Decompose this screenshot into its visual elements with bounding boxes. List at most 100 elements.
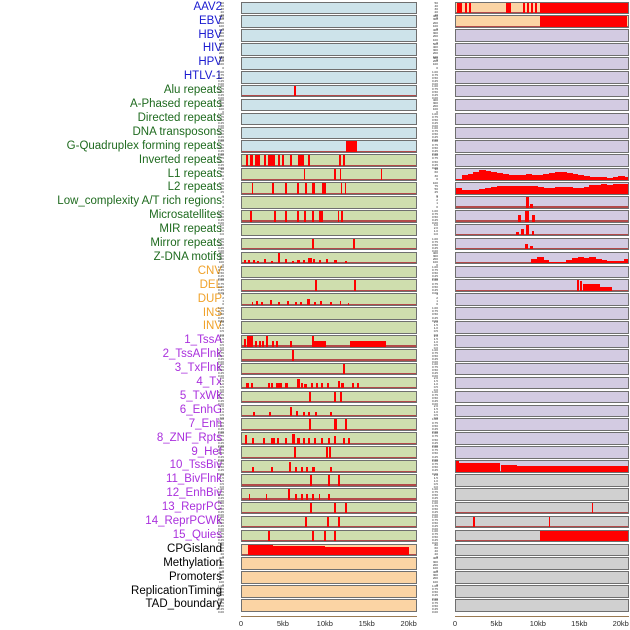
y-axis-ticks: 400 300 200 100 0 bbox=[422, 29, 438, 45]
y-tick-label: 0.00 bbox=[217, 610, 224, 615]
y-tick-label: 1.00 bbox=[217, 125, 224, 130]
y-tick-label: 0.25 bbox=[217, 246, 224, 251]
y-axis-ticks: 400 300 200 100 0 bbox=[422, 571, 438, 587]
y-tick-label: 1.5 bbox=[433, 378, 438, 383]
y-tick-label: 1.0 bbox=[433, 326, 438, 331]
y-tick-label: 400 bbox=[218, 250, 224, 255]
profile-bin bbox=[606, 184, 614, 194]
track-panel bbox=[455, 223, 629, 237]
y-tick-label: 0.50 bbox=[217, 395, 224, 400]
signal-bar bbox=[309, 502, 312, 514]
y-tick-label: 0.25 bbox=[217, 162, 224, 167]
y-axis-ticks: 400 300 200 100 0 bbox=[208, 571, 224, 587]
y-axis-ticks: 50 40 30 20 10 0 bbox=[208, 1, 224, 20]
track-panel bbox=[241, 29, 417, 42]
track-panel bbox=[455, 543, 629, 557]
y-tick-label: 1.00 bbox=[431, 361, 438, 366]
y-tick-label: 20 bbox=[434, 9, 438, 14]
signal-bar bbox=[339, 391, 342, 403]
signal-bar bbox=[271, 183, 274, 194]
y-tick-label: 0.00 bbox=[431, 165, 438, 170]
x-tick-label: 15kb bbox=[571, 619, 588, 628]
y-tick-label: 0.50 bbox=[217, 520, 224, 525]
signal-bar bbox=[333, 435, 336, 444]
signal-bar bbox=[330, 302, 332, 305]
y-tick-label: 0.75 bbox=[217, 434, 224, 439]
y-tick-label: 0.25 bbox=[217, 468, 224, 473]
y-tick-label: 0 bbox=[222, 263, 224, 268]
track-panel bbox=[455, 84, 629, 98]
track-panel bbox=[455, 362, 629, 376]
track-panel bbox=[241, 15, 417, 28]
track-label-15-quies: 15_Quies bbox=[172, 528, 222, 541]
y-tick-label: 1 bbox=[222, 201, 224, 206]
baseline bbox=[242, 373, 416, 375]
y-tick-label: 1.0 bbox=[433, 381, 438, 386]
y-tick-label: 0.50 bbox=[217, 90, 224, 95]
track-panel bbox=[241, 237, 417, 251]
y-tick-label: 300 bbox=[218, 31, 224, 36]
signal-bar bbox=[328, 438, 331, 444]
y-tick-label: 0.25 bbox=[431, 287, 438, 292]
y-tick-label: 0.50 bbox=[217, 354, 224, 359]
y-tick-label: 0.5 bbox=[433, 385, 438, 390]
y-tick-label: 0.5 bbox=[219, 412, 224, 417]
y-tick-label: 0.25 bbox=[217, 440, 224, 445]
y-tick-label: 0.50 bbox=[217, 368, 224, 373]
signal-bar bbox=[308, 438, 311, 444]
profile-bin bbox=[595, 258, 602, 264]
y-tick-label: 0.75 bbox=[217, 239, 224, 244]
y-tick-label: 0.00 bbox=[217, 402, 224, 406]
y-axis-ticks: 1.00 0.75 0.50 0.25 0.00 bbox=[422, 361, 438, 378]
y-tick-label: 0.75 bbox=[217, 128, 224, 133]
y-tick-label: 0 bbox=[222, 15, 224, 20]
y-tick-label: 0.25 bbox=[431, 426, 438, 431]
signal-bar bbox=[252, 411, 255, 417]
profile-bin bbox=[624, 176, 628, 180]
profile-bin bbox=[525, 186, 532, 194]
signal-bar bbox=[305, 183, 308, 194]
profile-bin bbox=[560, 186, 567, 194]
track-label-14-reprpcwk: 14_ReprPCWk bbox=[145, 515, 222, 527]
track-panel bbox=[241, 265, 417, 279]
profile-bin bbox=[618, 260, 625, 264]
profile-bin bbox=[554, 172, 561, 180]
y-tick-label: 400 bbox=[432, 250, 438, 255]
signal-bar bbox=[344, 183, 347, 194]
y-tick-label: 1.00 bbox=[431, 264, 438, 269]
signal-bar bbox=[293, 85, 296, 97]
profile-bin bbox=[572, 173, 579, 180]
signal-bar bbox=[267, 530, 270, 542]
profile-bin bbox=[548, 173, 556, 180]
profile-bin bbox=[490, 172, 498, 180]
track-label-8-znf-rpts: 8_ZNF_Rpts bbox=[156, 431, 222, 444]
signal-bar bbox=[292, 433, 295, 444]
y-tick-label: 0.00 bbox=[431, 527, 438, 532]
y-axis-ticks: 1.00 0.75 0.50 0.25 0.00 bbox=[422, 348, 438, 364]
signal-bar bbox=[300, 494, 303, 500]
signal-bar bbox=[294, 466, 297, 472]
y-tick-label: 0.0 bbox=[433, 232, 438, 237]
y-tick-label: 100 bbox=[432, 181, 438, 186]
y-tick-label: 0.75 bbox=[431, 434, 438, 439]
signal-bar bbox=[271, 466, 274, 472]
y-tick-label: 0 bbox=[222, 26, 224, 31]
y-tick-label: 0.50 bbox=[431, 451, 438, 456]
signal-bar bbox=[276, 383, 282, 389]
y-tick-label: 0 bbox=[436, 301, 438, 306]
y-tick-label: 0.00 bbox=[217, 540, 224, 545]
y-tick-label: 0.75 bbox=[431, 142, 438, 147]
y-tick-label: 400 bbox=[218, 45, 224, 50]
baseline bbox=[242, 248, 416, 250]
y-tick-label: 0 bbox=[436, 204, 438, 209]
y-axis-ticks: 300 200 100 0 bbox=[422, 56, 438, 70]
signal-bar bbox=[524, 243, 529, 250]
signal-bar bbox=[246, 382, 249, 389]
y-tick-label: 0.25 bbox=[217, 510, 224, 515]
y-tick-label: 0 bbox=[436, 15, 438, 20]
signal-bar bbox=[456, 461, 459, 472]
y-tick-label: 100 bbox=[432, 579, 438, 584]
signal-bar bbox=[288, 462, 291, 472]
y-tick-label: 0.50 bbox=[217, 493, 224, 498]
